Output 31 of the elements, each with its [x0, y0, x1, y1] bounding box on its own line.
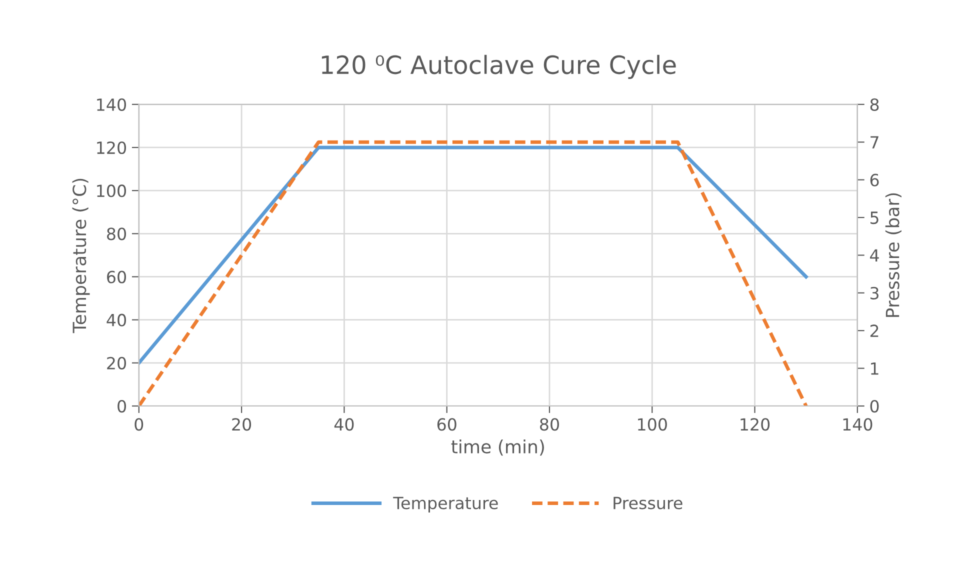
y-tick-label: 140	[97, 98, 126, 111]
y2-tick-label: 5	[870, 212, 878, 224]
y-tick-label: 80	[107, 228, 126, 240]
y2-tick-label: 7	[870, 136, 878, 148]
y2-tick-label: 6	[870, 174, 879, 186]
x-tick-label: 140	[843, 418, 872, 431]
x-tick-label: 40	[334, 418, 354, 431]
x-tick-label: 20	[232, 418, 252, 431]
y-tick-label: 0	[118, 400, 126, 413]
y-tick-label: 40	[106, 314, 126, 326]
legend-label: Pressure	[614, 496, 682, 510]
y-tick-label: 20	[107, 356, 126, 370]
x-tick-label: 120	[740, 418, 770, 431]
y2-tick-label: 4	[870, 249, 879, 262]
x-axis-title: time (min)	[451, 439, 544, 456]
chart-title: 120 ⁰C Autoclave Cure Cycle	[322, 54, 676, 80]
y2-tick-label: 1	[871, 362, 878, 375]
x-tick-label: 80	[540, 418, 559, 431]
y2-tick-label: 0	[870, 400, 879, 413]
y2-tick-label: 2	[870, 324, 878, 337]
x-tick-label: 60	[437, 418, 456, 431]
y-tick-label: 120	[97, 141, 126, 154]
y2-axis-title: Pressure (bar)	[885, 193, 902, 317]
y-axis-title: Temperature (°C)	[72, 178, 90, 334]
legend-label: Temperature	[393, 496, 498, 513]
x-tick-label: 100	[638, 418, 667, 431]
y-tick-label: 60	[107, 270, 126, 284]
x-tick-label: 0	[134, 418, 144, 431]
y-tick-label: 100	[97, 184, 126, 198]
y2-tick-label: 3	[870, 286, 878, 300]
y2-tick-label: 8	[870, 98, 879, 111]
